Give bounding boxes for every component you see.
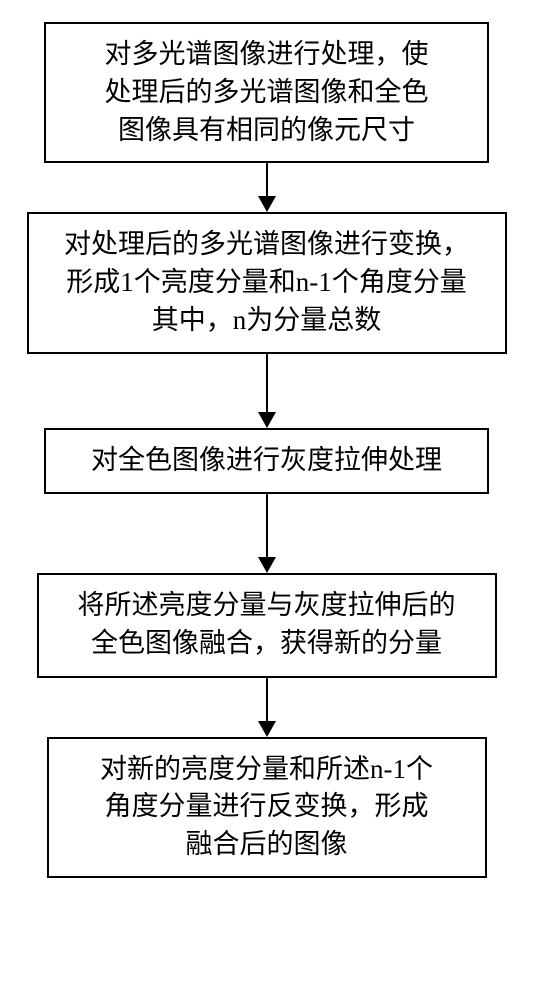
- flow-step-5-text: 对新的亮度分量和所述n-1个 角度分量进行反变换，形成 融合后的图像: [100, 751, 433, 864]
- flow-arrow-2: [258, 354, 276, 428]
- flow-arrow-4: [258, 678, 276, 737]
- arrow-head-icon: [258, 557, 276, 573]
- flow-step-4: 将所述亮度分量与灰度拉伸后的 全色图像融合，获得新的分量: [37, 573, 497, 678]
- flow-step-2-text: 对处理后的多光谱图像进行变换， 形成1个亮度分量和n-1个角度分量 其中，n为分…: [64, 226, 469, 339]
- flow-step-1: 对多光谱图像进行处理，使 处理后的多光谱图像和全色 图像具有相同的像元尺寸: [44, 22, 489, 163]
- flow-step-5: 对新的亮度分量和所述n-1个 角度分量进行反变换，形成 融合后的图像: [47, 737, 487, 878]
- flow-step-2: 对处理后的多光谱图像进行变换， 形成1个亮度分量和n-1个角度分量 其中，n为分…: [27, 212, 507, 353]
- arrow-line: [266, 678, 268, 722]
- arrow-head-icon: [258, 721, 276, 737]
- arrow-line: [266, 494, 268, 558]
- flow-arrow-1: [258, 163, 276, 212]
- arrow-head-icon: [258, 196, 276, 212]
- flow-step-3: 对全色图像进行灰度拉伸处理: [44, 428, 489, 494]
- flow-step-1-text: 对多光谱图像进行处理，使 处理后的多光谱图像和全色 图像具有相同的像元尺寸: [105, 36, 429, 149]
- flow-step-4-text: 将所述亮度分量与灰度拉伸后的 全色图像融合，获得新的分量: [78, 587, 456, 663]
- flow-step-3-text: 对全色图像进行灰度拉伸处理: [91, 442, 442, 480]
- arrow-line: [266, 354, 268, 413]
- flow-arrow-3: [258, 494, 276, 573]
- arrow-line: [266, 163, 268, 197]
- arrow-head-icon: [258, 412, 276, 428]
